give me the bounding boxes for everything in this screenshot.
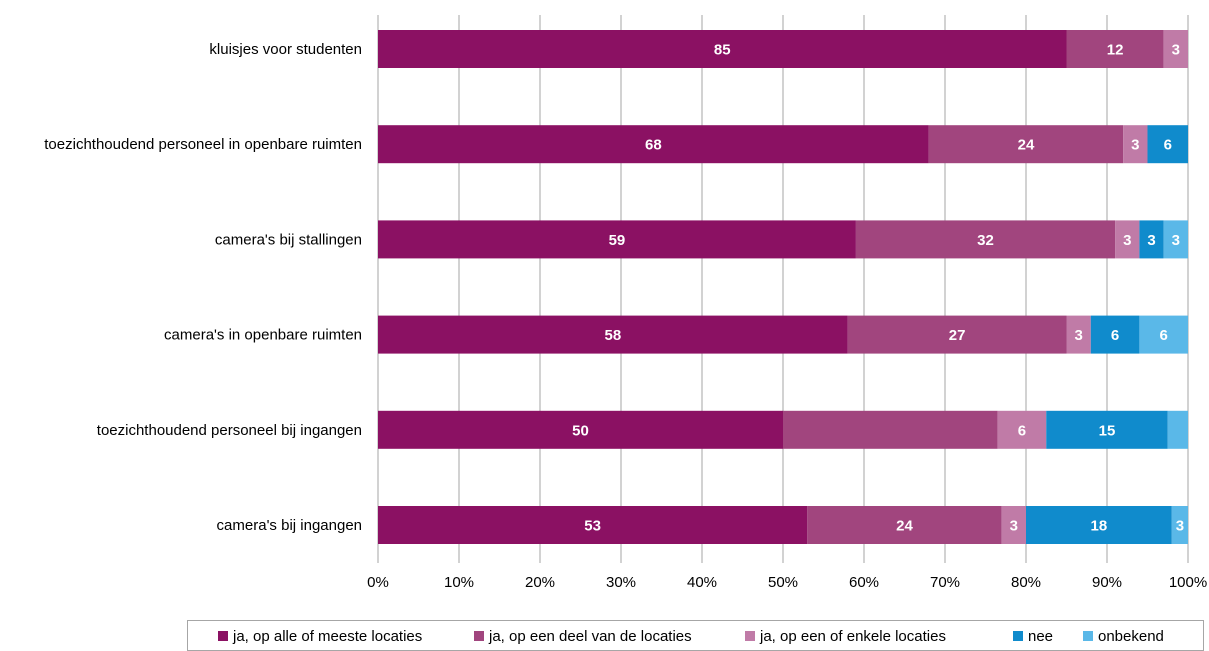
bar-segment xyxy=(1123,125,1148,164)
legend-label: ja, op een of enkele locaties xyxy=(759,628,946,645)
legend-label: ja, op alle of meeste locaties xyxy=(232,628,422,645)
legend-label: nee xyxy=(1028,628,1053,645)
bar-segment xyxy=(807,506,1002,544)
x-tick-label: 80% xyxy=(1011,574,1041,591)
category-label: toezichthoudend personeel in openbare ru… xyxy=(44,136,362,153)
data-label: 3 xyxy=(1172,42,1180,59)
data-label: 18 xyxy=(1091,518,1108,535)
bar-segment xyxy=(997,410,1047,449)
category-label: camera's bij stallingen xyxy=(215,231,362,248)
data-label: 24 xyxy=(1018,137,1035,154)
data-label: 15 xyxy=(1099,422,1116,439)
bars xyxy=(378,30,1188,544)
bar-segment xyxy=(378,30,1067,68)
category-label: kluisjes voor studenten xyxy=(209,41,362,58)
legend: ja, op alle of meeste locaties ja, op een… xyxy=(187,620,1204,651)
data-label: 12 xyxy=(1107,42,1124,59)
data-label: 3 xyxy=(1147,232,1155,249)
x-tick-label: 30% xyxy=(606,574,636,591)
category-label: toezichthoudend personeel bij ingangen xyxy=(97,422,362,439)
data-label: 32 xyxy=(977,232,994,249)
data-label: 6 xyxy=(1111,327,1119,344)
bar-segment xyxy=(1115,220,1140,259)
bar-segment xyxy=(1163,30,1188,68)
data-label: 3 xyxy=(1176,518,1184,535)
bar-segment xyxy=(1147,125,1188,164)
legend-label: onbekend xyxy=(1098,628,1164,645)
data-label: 3 xyxy=(1172,232,1180,249)
legend-swatch xyxy=(745,631,755,641)
data-label: 59 xyxy=(609,232,626,249)
data-label: 85 xyxy=(714,42,731,59)
x-tick-label: 40% xyxy=(687,574,717,591)
grid-lines xyxy=(377,15,1189,563)
data-label: 3 xyxy=(1123,232,1131,249)
data-label: 6 xyxy=(1018,422,1026,439)
legend-swatch xyxy=(218,631,228,641)
x-tick-label: 0% xyxy=(367,574,389,591)
bar-segment xyxy=(378,220,856,259)
data-label: 6 xyxy=(1164,137,1172,154)
bar-segment xyxy=(928,125,1124,164)
data-label: 58 xyxy=(605,327,622,344)
category-labels: kluisjes voor studenten toezichthoudend p… xyxy=(44,41,362,534)
data-label: 3 xyxy=(1131,137,1139,154)
bar-segment xyxy=(783,410,998,449)
bar-segment xyxy=(1066,30,1164,68)
data-label: 27 xyxy=(949,327,966,344)
data-label: 3 xyxy=(1010,518,1018,535)
data-label: 68 xyxy=(645,137,662,154)
x-tick-label: 90% xyxy=(1092,574,1122,591)
x-tick-label: 20% xyxy=(525,574,555,591)
x-tick-label: 50% xyxy=(768,574,798,591)
bar-segment xyxy=(1171,506,1188,544)
x-tick-label: 60% xyxy=(849,574,879,591)
bar-segment xyxy=(855,220,1116,259)
legend-swatch xyxy=(474,631,484,641)
bar-segment xyxy=(378,125,929,164)
legend-label: ja, op een deel van de locaties xyxy=(488,628,692,645)
bar-segment xyxy=(1167,410,1188,449)
bar-segment xyxy=(378,506,808,544)
x-tick-label: 70% xyxy=(930,574,960,591)
x-tick-label: 10% xyxy=(444,574,474,591)
bar-segment xyxy=(1163,220,1188,259)
bar-segment xyxy=(1066,315,1091,354)
bar-segment xyxy=(1001,506,1026,544)
data-label: 50 xyxy=(572,422,589,439)
legend-swatch xyxy=(1083,631,1093,641)
data-label: 6 xyxy=(1160,327,1168,344)
bar-segment xyxy=(1046,410,1168,449)
x-tick-label: 100% xyxy=(1169,574,1207,591)
bar-segment xyxy=(847,315,1067,354)
bar-segment xyxy=(1139,315,1188,354)
category-label: camera's in openbare ruimten xyxy=(164,327,362,344)
bar-segment xyxy=(1090,315,1140,354)
data-label: 24 xyxy=(896,518,913,535)
bar-segment xyxy=(378,410,783,449)
data-label: 53 xyxy=(584,518,601,535)
legend-swatch xyxy=(1013,631,1023,641)
bar-segment xyxy=(1139,220,1164,259)
x-axis-ticks: 0% 10% 20% 30% 40% 50% 60% 70% 80% 90% 100% xyxy=(367,574,1207,591)
bar-segment xyxy=(1026,506,1172,544)
bar-segment xyxy=(378,315,848,354)
data-label: 3 xyxy=(1074,327,1082,344)
category-label: camera's bij ingangen xyxy=(217,517,362,534)
